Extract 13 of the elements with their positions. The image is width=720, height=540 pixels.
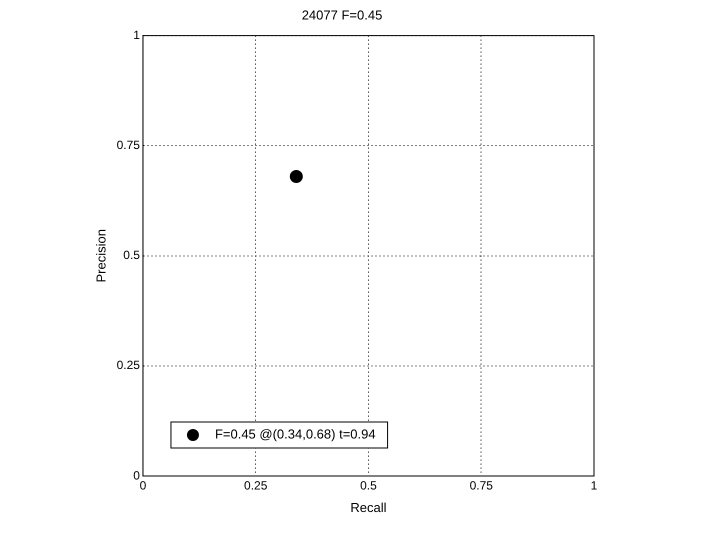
y-tick-label: 1 xyxy=(133,28,140,42)
x-tick-label: 0.5 xyxy=(360,478,378,493)
chart-title: 24077 F=0.45 xyxy=(302,7,382,22)
legend-label: F=0.45 @(0.34,0.68) t=0.94 xyxy=(214,426,376,442)
y-axis-title: Precision xyxy=(93,229,108,283)
y-tick-label: 0 xyxy=(133,468,140,482)
x-tick-label: 0.75 xyxy=(470,478,494,493)
x-axis-title: Recall xyxy=(350,500,387,515)
x-tick-label: 0.25 xyxy=(244,478,268,493)
y-tick-label: 0.5 xyxy=(123,248,140,262)
y-tick-label: 0.75 xyxy=(116,138,140,152)
y-tick-label: 0.25 xyxy=(116,358,140,372)
x-tick-label: 1 xyxy=(590,478,598,493)
